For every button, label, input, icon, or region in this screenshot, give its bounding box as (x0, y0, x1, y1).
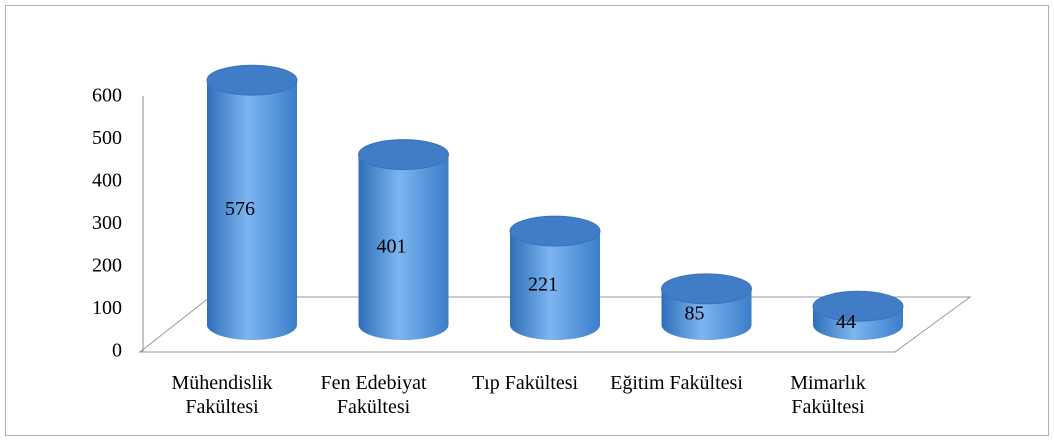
bar-top-shade (813, 291, 903, 322)
bar-top-shade (207, 65, 297, 96)
bar-top-shade (510, 216, 600, 247)
y-tick-label: 100 (92, 297, 122, 319)
frame (5, 5, 1049, 436)
x-tick-label: Eğitim Fakültesi (610, 372, 743, 394)
bar-top-shade (661, 273, 752, 304)
bar-top (812, 290, 904, 322)
axis-corner (139, 349, 144, 353)
y-tick-label: 0 (112, 340, 122, 362)
value-label: 85 (685, 303, 705, 325)
value-label: 44 (836, 311, 856, 333)
bar (510, 231, 600, 340)
bar-top (206, 64, 298, 96)
bar (207, 80, 297, 340)
x-tick-label: Mühendislik Fakültesi (171, 372, 273, 418)
bar-top (661, 273, 752, 305)
value-label: 221 (528, 274, 558, 296)
value-label: 576 (225, 198, 255, 220)
y-tick-label: 600 (92, 85, 122, 107)
bar (358, 154, 449, 341)
y-tick-label: 500 (92, 127, 122, 149)
y-tick-label: 400 (92, 170, 122, 192)
floor (138, 296, 972, 353)
x-tick-label: Tıp Fakültesi (471, 372, 579, 394)
x-tick-label: Fen Edebiyat Fakültesi (320, 372, 427, 418)
value-label: 401 (377, 235, 407, 257)
bar-top (509, 215, 601, 247)
x-tick-label: Mimarlık Fakültesi (790, 372, 866, 418)
bar-top (358, 139, 449, 171)
y-tick-label: 200 (92, 255, 122, 277)
y-tick-label: 300 (92, 212, 122, 234)
bar-top-shade (358, 139, 449, 170)
